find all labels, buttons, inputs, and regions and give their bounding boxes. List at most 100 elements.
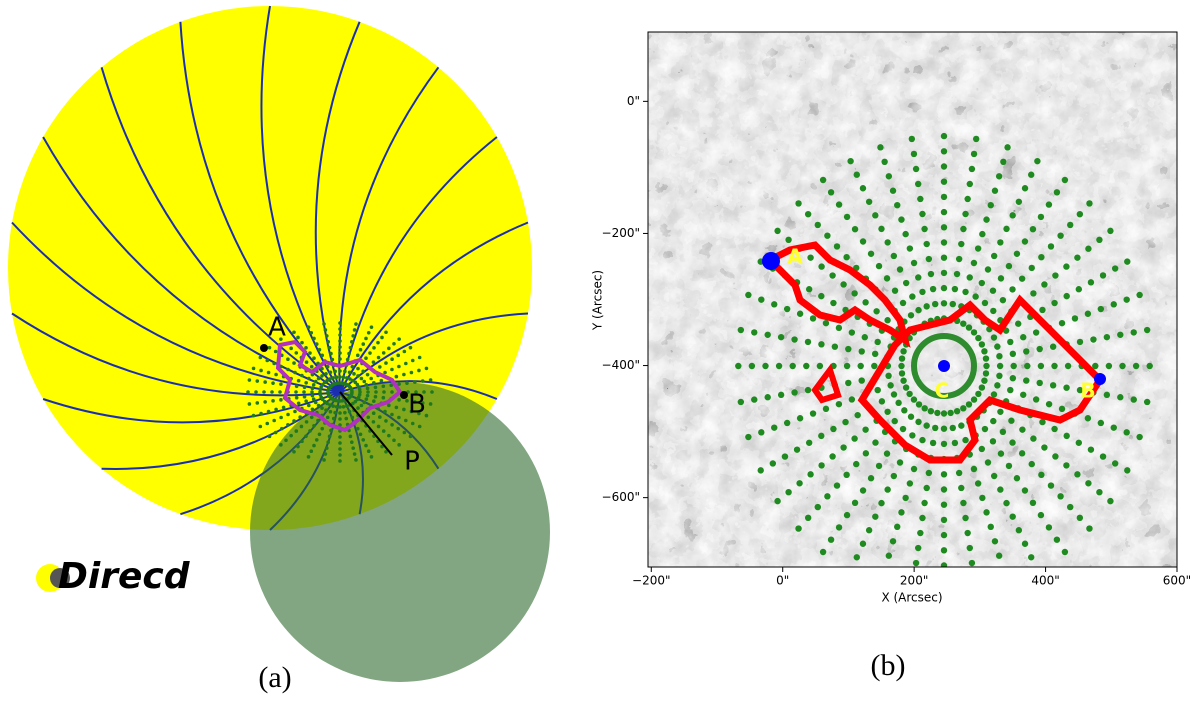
dot	[851, 225, 859, 233]
dot	[840, 281, 847, 288]
axes: −200" 0" 200" 400" 600" 0" −200" −400" −600"	[602, 94, 1192, 588]
dot	[251, 413, 256, 418]
dot	[318, 390, 322, 394]
dot	[921, 499, 928, 507]
dot	[843, 362, 851, 370]
dot	[338, 351, 342, 355]
dot	[854, 411, 861, 419]
dot	[873, 308, 880, 315]
dot	[757, 467, 764, 474]
dot	[369, 455, 374, 459]
dot	[1009, 286, 1016, 293]
dot	[940, 224, 948, 231]
dot	[1086, 200, 1093, 207]
dot	[848, 396, 856, 403]
x-tick-label: −200"	[632, 574, 670, 588]
dot	[748, 362, 756, 370]
dot	[1132, 362, 1140, 370]
dot	[898, 216, 905, 223]
dot	[861, 334, 868, 341]
dot	[978, 341, 986, 348]
logo: Direcd	[58, 556, 191, 597]
dot	[365, 372, 370, 377]
dot	[378, 365, 382, 369]
dot	[1074, 471, 1081, 478]
dot	[1047, 243, 1055, 250]
dot	[378, 415, 382, 419]
dot	[1004, 144, 1011, 151]
dot	[1009, 439, 1016, 446]
dot	[327, 345, 332, 350]
y-tick-label: −600"	[602, 490, 640, 504]
dot	[259, 411, 263, 416]
dot	[804, 514, 812, 522]
dot	[940, 471, 948, 478]
contour	[857, 294, 1105, 464]
dot	[317, 347, 322, 352]
dot	[987, 201, 994, 209]
dot	[906, 480, 914, 487]
dot	[1058, 319, 1066, 327]
dot	[338, 441, 342, 445]
dot	[1117, 331, 1124, 338]
dot	[789, 362, 796, 370]
dot	[816, 362, 824, 370]
ring	[911, 333, 977, 399]
dot	[1018, 450, 1026, 457]
dot	[822, 405, 830, 413]
dot	[422, 390, 426, 394]
dot	[970, 150, 978, 158]
dot	[397, 398, 401, 402]
dot	[885, 173, 893, 180]
dot	[907, 312, 915, 319]
dot	[783, 305, 791, 313]
dot	[310, 393, 315, 398]
dot	[940, 562, 948, 567]
dot	[1045, 524, 1053, 531]
dot	[1039, 306, 1046, 314]
dot	[381, 429, 386, 433]
dot	[899, 299, 907, 307]
dot	[309, 415, 314, 420]
dot	[845, 345, 852, 353]
dot	[255, 401, 260, 405]
dot	[338, 453, 342, 457]
dot	[1007, 338, 1014, 346]
dot	[273, 430, 278, 435]
dot	[334, 375, 339, 380]
dot	[771, 301, 778, 308]
dot	[314, 438, 319, 442]
meridian	[42, 391, 341, 424]
dot	[366, 390, 370, 394]
dot	[404, 418, 408, 423]
dot	[251, 366, 256, 371]
dot	[1058, 405, 1066, 413]
dot	[1123, 429, 1130, 436]
dot	[338, 405, 342, 409]
dot	[320, 406, 324, 410]
dot	[325, 334, 329, 338]
dot	[265, 358, 270, 363]
dot	[307, 376, 311, 381]
dot	[915, 274, 922, 281]
dot	[758, 429, 765, 436]
y-axis-label: Y (Arcsec)	[591, 270, 605, 331]
dot	[990, 417, 997, 425]
dot	[1110, 301, 1117, 308]
meridian	[339, 312, 529, 393]
dot	[995, 173, 1003, 180]
dot	[824, 493, 831, 500]
dot	[777, 333, 785, 341]
dot	[975, 390, 982, 398]
dot	[981, 425, 989, 433]
dot	[857, 362, 864, 370]
dot	[328, 370, 333, 375]
panel-b: A B C −200" 0" 200" 400" 600" 0" −200" −400" −60…	[591, 31, 1192, 682]
dot	[312, 423, 316, 428]
dot	[390, 412, 394, 417]
dot	[420, 379, 425, 383]
dot	[807, 254, 814, 261]
dot	[895, 399, 902, 407]
dot	[989, 287, 997, 294]
dot	[871, 362, 878, 370]
